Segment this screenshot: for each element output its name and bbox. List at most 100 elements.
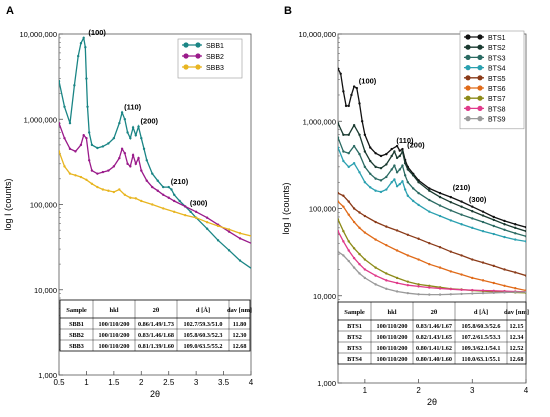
data-point-sbb1 [129, 136, 132, 140]
data-point-bts4 [352, 162, 356, 165]
data-point-bts3 [379, 179, 383, 182]
x-tick-label: 1.5 [108, 378, 120, 387]
data-point-bts9 [358, 272, 361, 275]
data-point-bts9 [347, 259, 350, 263]
table-cell: 109.0/63.5/55.2 [183, 343, 222, 350]
data-point-sbb1 [140, 136, 143, 140]
data-point-bts3 [460, 213, 463, 216]
data-point-bts2 [374, 165, 377, 169]
inset-table [337, 301, 527, 365]
data-point-bts4 [385, 188, 388, 191]
data-point-sbb3 [205, 220, 209, 224]
data-point-bts9 [449, 293, 452, 296]
data-point-bts8 [481, 289, 485, 292]
data-point-bts3 [514, 232, 517, 235]
series-group [59, 35, 255, 270]
data-point-bts8 [363, 268, 367, 271]
data-point-sbb2 [131, 153, 135, 157]
data-point-sbb1 [79, 41, 83, 45]
data-point-bts2 [492, 218, 495, 222]
data-point-bts4 [347, 165, 350, 169]
legend-swatch-dot [477, 34, 483, 40]
table-cell: 12.52 [510, 345, 524, 352]
legend-swatch-dot [183, 64, 189, 70]
data-point-bts2 [406, 168, 410, 171]
data-point-bts6 [471, 276, 474, 280]
data-point-bts1 [358, 102, 361, 105]
data-point-bts1 [398, 149, 401, 152]
data-point-bts3 [492, 224, 495, 228]
data-point-bts3 [449, 209, 452, 212]
data-point-bts4 [503, 235, 506, 239]
data-point-bts9 [503, 291, 506, 294]
data-point-bts5 [347, 200, 350, 203]
data-point-bts6 [374, 238, 377, 241]
legend-swatch-dot [477, 65, 483, 71]
data-point-bts3 [369, 172, 372, 175]
data-point-sbb1 [173, 193, 176, 196]
data-point-sbb3 [216, 224, 220, 228]
data-point-bts3 [338, 136, 340, 139]
table-header-cell: 2θ [153, 307, 160, 314]
y-tick-label: 10,000,000 [19, 30, 57, 39]
legend-swatch-dot [195, 64, 201, 70]
data-point-sbb1 [216, 239, 220, 242]
legend-swatch-dot [465, 44, 471, 50]
data-point-bts9 [492, 291, 495, 295]
x-tick-label: 1 [363, 386, 368, 395]
data-point-sbb1 [107, 142, 110, 145]
data-point-sbb3 [90, 182, 94, 185]
data-point-sbb1 [63, 105, 66, 108]
data-point-bts6 [363, 231, 367, 234]
data-point-bts1 [350, 93, 353, 97]
data-point-bts2 [417, 181, 420, 184]
data-point-bts1 [338, 67, 340, 70]
table-cell: BTS1 [347, 323, 362, 330]
data-point-bts1 [481, 210, 485, 213]
data-point-bts9 [352, 266, 356, 269]
data-point-bts1 [344, 104, 348, 108]
table-cell: 11.80 [233, 321, 247, 328]
data-point-bts4 [390, 181, 393, 184]
data-point-bts1 [449, 195, 452, 199]
data-point-bts6 [338, 200, 340, 203]
data-point-sbb1 [134, 133, 137, 137]
data-point-bts9 [438, 293, 442, 296]
data-point-bts8 [395, 281, 399, 285]
data-point-bts7 [417, 283, 420, 286]
data-point-bts2 [338, 121, 340, 125]
data-point-sbb1 [101, 145, 105, 148]
inset-table [59, 299, 251, 352]
data-point-sbb2 [253, 243, 255, 245]
data-point-bts2 [352, 124, 356, 127]
peak-label: (300) [190, 198, 208, 207]
data-point-bts8 [406, 284, 410, 287]
data-point-bts7 [395, 276, 399, 280]
table-cell: 12.68 [510, 356, 524, 363]
data-point-sbb3 [129, 196, 132, 199]
data-point-bts8 [342, 240, 345, 243]
data-point-bts7 [363, 258, 367, 261]
data-point-sbb1 [90, 143, 94, 147]
data-point-sbb2 [167, 196, 170, 199]
data-point-bts2 [460, 205, 463, 208]
data-point-sbb2 [68, 147, 72, 151]
data-point-bts7 [385, 272, 388, 275]
data-point-sbb2 [118, 156, 121, 160]
data-point-sbb2 [107, 169, 110, 172]
data-point-bts7 [428, 284, 431, 288]
data-point-bts4 [369, 186, 372, 189]
data-point-sbb1 [145, 159, 148, 162]
data-point-bts6 [449, 270, 452, 273]
data-point-bts3 [342, 150, 345, 153]
data-point-sbb2 [79, 143, 83, 147]
data-point-bts4 [363, 181, 367, 184]
data-point-bts8 [352, 256, 356, 260]
data-point-sbb2 [151, 185, 154, 189]
table-header-cell: dav [nm] [227, 307, 252, 314]
data-point-sbb3 [140, 199, 143, 203]
series-line-bts7 [338, 219, 526, 294]
data-point-bts4 [417, 203, 420, 207]
data-point-bts1 [360, 120, 364, 123]
